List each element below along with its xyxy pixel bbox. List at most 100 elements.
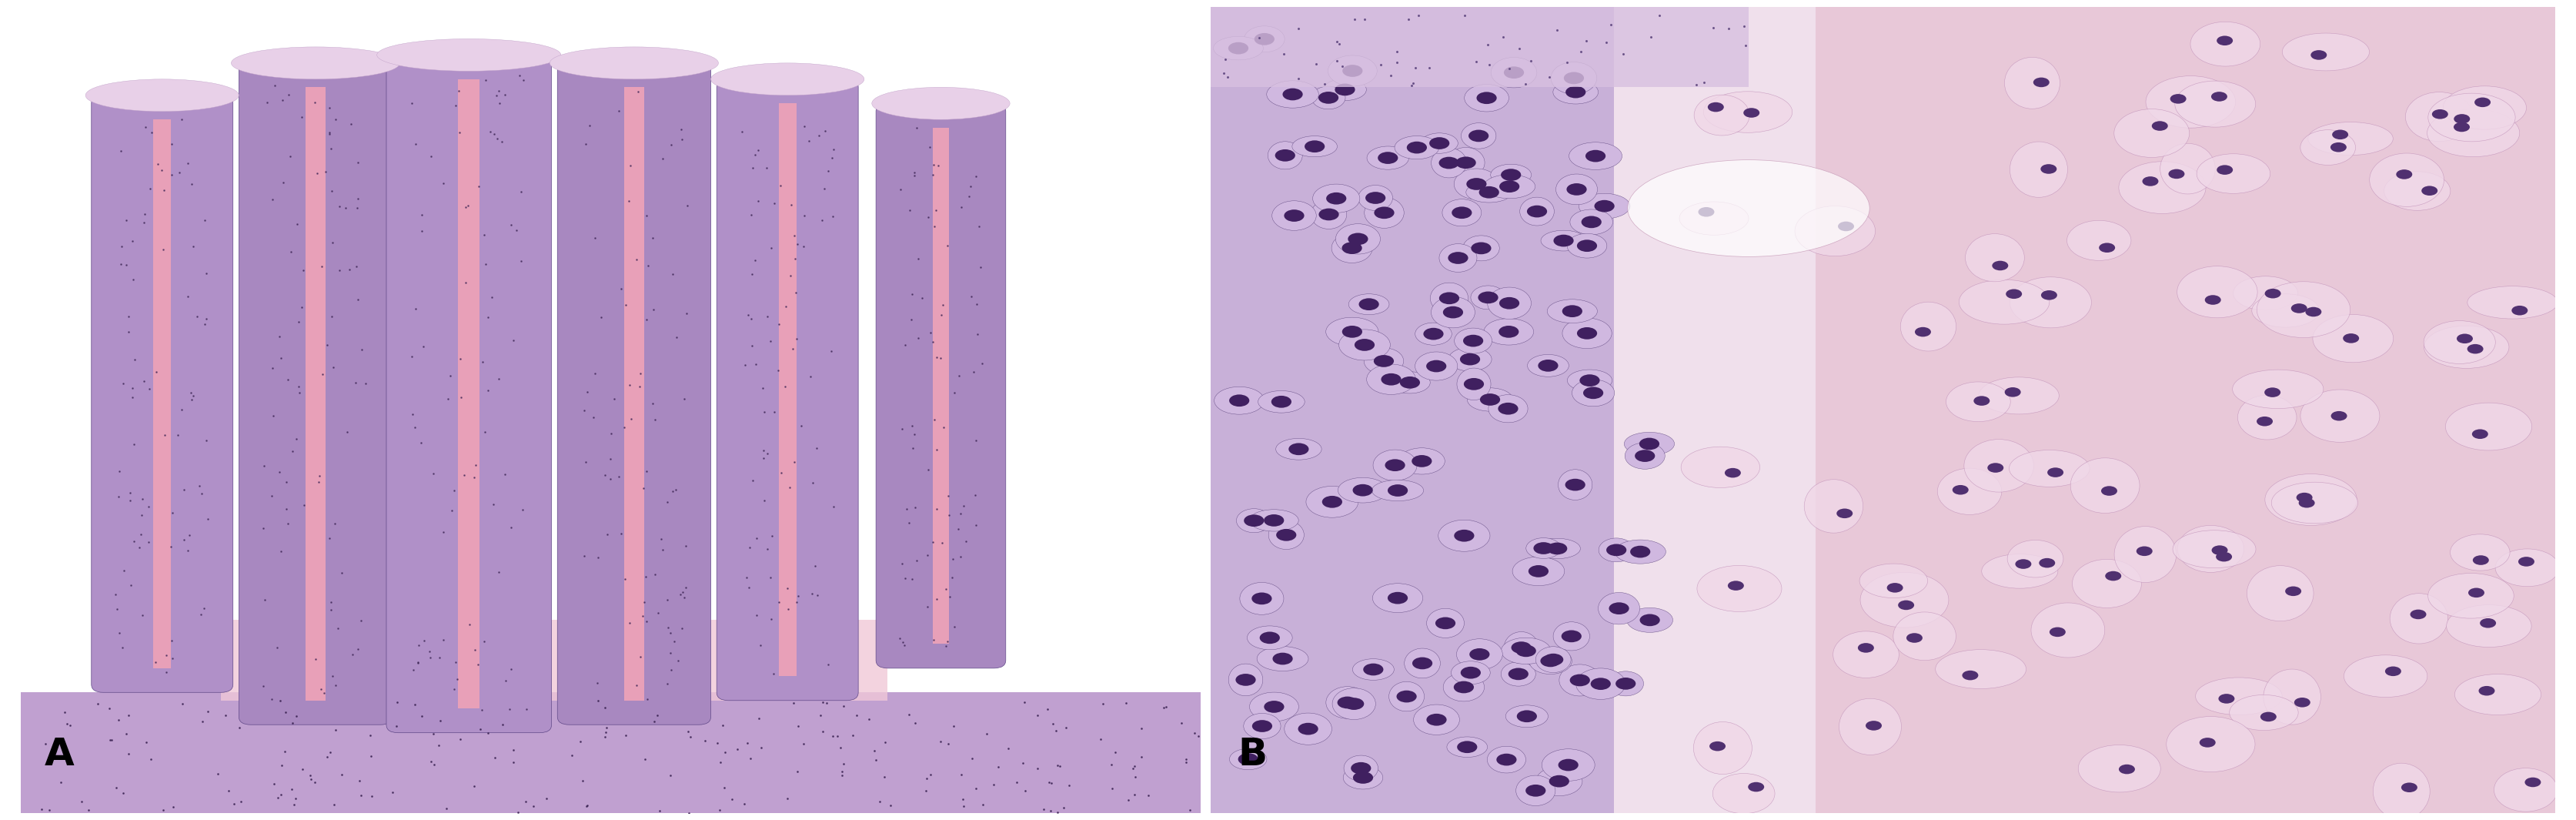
Ellipse shape xyxy=(1260,631,1280,644)
Ellipse shape xyxy=(1476,92,1497,104)
Point xyxy=(1144,701,1185,714)
Ellipse shape xyxy=(1229,749,1267,770)
Ellipse shape xyxy=(1584,150,1605,162)
Point xyxy=(484,89,526,102)
Point xyxy=(497,805,538,818)
Ellipse shape xyxy=(1579,194,1631,219)
Ellipse shape xyxy=(2246,566,2313,621)
Ellipse shape xyxy=(1561,631,1582,642)
Ellipse shape xyxy=(1960,280,2050,324)
Point xyxy=(106,727,147,740)
Point xyxy=(276,792,317,805)
Ellipse shape xyxy=(1427,608,1463,638)
Ellipse shape xyxy=(1582,216,1602,228)
Point xyxy=(466,73,507,86)
Point xyxy=(750,571,791,584)
Point xyxy=(860,795,902,809)
Point xyxy=(113,272,155,285)
Point xyxy=(1048,779,1090,792)
Point xyxy=(891,313,933,326)
Point xyxy=(564,138,605,151)
Ellipse shape xyxy=(1528,565,1548,577)
Point xyxy=(268,517,309,531)
Point xyxy=(770,481,811,494)
Ellipse shape xyxy=(1437,520,1489,552)
Point xyxy=(616,679,657,692)
Ellipse shape xyxy=(1981,554,2058,589)
Point xyxy=(896,554,938,567)
Point xyxy=(608,616,649,629)
Point xyxy=(1121,750,1162,763)
Point xyxy=(979,761,1020,774)
Ellipse shape xyxy=(1837,508,1852,518)
Point xyxy=(750,334,791,347)
Ellipse shape xyxy=(1342,65,1363,77)
Ellipse shape xyxy=(1239,582,1283,615)
Ellipse shape xyxy=(1499,326,1520,338)
Point xyxy=(103,376,144,390)
Point xyxy=(670,730,711,743)
Ellipse shape xyxy=(1275,529,1296,541)
Point xyxy=(350,790,392,803)
Point xyxy=(500,254,541,267)
Point xyxy=(881,422,922,435)
Point xyxy=(917,593,958,606)
Ellipse shape xyxy=(2007,289,2022,298)
Point xyxy=(755,197,796,210)
Point xyxy=(618,85,659,98)
Ellipse shape xyxy=(1342,766,1383,789)
Ellipse shape xyxy=(1525,785,1546,797)
Point xyxy=(350,749,392,763)
Ellipse shape xyxy=(1569,209,1613,235)
Point xyxy=(461,703,502,716)
FancyBboxPatch shape xyxy=(716,80,858,700)
Point xyxy=(757,317,799,330)
Ellipse shape xyxy=(2004,387,2020,397)
Point xyxy=(590,426,631,440)
Point xyxy=(1038,759,1079,772)
Point xyxy=(806,164,848,177)
Ellipse shape xyxy=(1249,509,1298,531)
Ellipse shape xyxy=(1453,530,1473,542)
Ellipse shape xyxy=(1708,102,1723,112)
Ellipse shape xyxy=(1937,468,2002,515)
Bar xyxy=(778,103,796,676)
Ellipse shape xyxy=(1267,80,1319,108)
Ellipse shape xyxy=(1213,36,1262,60)
Point xyxy=(456,658,497,671)
Point xyxy=(742,444,783,457)
Point xyxy=(124,216,165,229)
Ellipse shape xyxy=(1257,391,1303,412)
Point xyxy=(505,795,546,809)
Point xyxy=(940,768,981,781)
Ellipse shape xyxy=(2120,764,2136,774)
Point xyxy=(479,84,520,98)
Point xyxy=(147,666,188,679)
Point xyxy=(760,467,801,480)
Point xyxy=(951,752,992,765)
Ellipse shape xyxy=(2512,306,2527,316)
Point xyxy=(1023,802,1064,815)
Ellipse shape xyxy=(1244,26,1285,52)
Ellipse shape xyxy=(2396,170,2411,180)
Point xyxy=(1092,782,1133,795)
Ellipse shape xyxy=(1512,557,1564,585)
Point xyxy=(562,774,603,787)
Ellipse shape xyxy=(1365,192,1386,204)
Point xyxy=(654,635,696,648)
Point xyxy=(567,800,608,813)
Point xyxy=(459,180,500,193)
Ellipse shape xyxy=(1347,233,1368,245)
Point xyxy=(322,768,363,781)
Point xyxy=(376,720,417,733)
Ellipse shape xyxy=(1396,690,1417,703)
Point xyxy=(392,349,433,362)
Ellipse shape xyxy=(1492,164,1530,185)
Point xyxy=(188,512,229,526)
Ellipse shape xyxy=(2169,169,2184,179)
Point xyxy=(245,593,286,606)
Point xyxy=(124,375,165,388)
Point xyxy=(185,434,227,447)
Ellipse shape xyxy=(2524,777,2540,787)
Point xyxy=(157,429,198,442)
